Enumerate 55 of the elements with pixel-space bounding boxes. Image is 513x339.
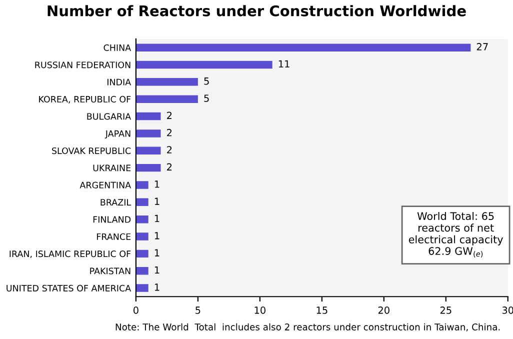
bar — [136, 284, 148, 292]
data-label: 1 — [154, 266, 160, 274]
data-label: 1 — [154, 180, 160, 188]
bar — [136, 215, 148, 224]
y-tick-label: INDIA — [108, 78, 132, 86]
bar — [136, 112, 161, 120]
annotation: World Total: 65 reactors of net electrical capacity 62.9 GW$_{(e)}$ — [408, 212, 503, 258]
y-tick-label: PAKISTAN — [90, 268, 130, 274]
bar — [136, 44, 471, 52]
y-tick-label: ARGENTINA — [80, 182, 132, 188]
y-tick-label: UNITED STATES OF AMERICA — [6, 284, 132, 292]
data-label: 1 — [154, 284, 160, 291]
x-tick-label: 15 — [316, 306, 328, 314]
y-tick-label: IRAN, ISLAMIC REPUBLIC OF — [10, 250, 131, 258]
data-label: 1 — [154, 232, 160, 240]
x-tick-label: 25 — [440, 306, 452, 314]
y-tick-label: JAPAN — [104, 130, 130, 139]
data-label: 1 — [154, 214, 160, 222]
bar — [136, 146, 161, 154]
bar — [136, 95, 198, 103]
y-tick-label: RUSSIAN FEDERATION — [35, 62, 130, 68]
data-label: 1 — [154, 198, 160, 205]
bar — [136, 60, 272, 69]
y-tick-label: UKRAINE — [93, 164, 131, 172]
text: Note: The World Total includes also 2 reactors under construction in Taiwan, China. — [116, 323, 500, 332]
y-tick-label: KOREA, REPUBLIC OF — [39, 96, 131, 104]
y-tick-label: CHINA — [104, 44, 132, 52]
data-label: 5 — [204, 78, 209, 85]
y-tick-label: BULGARIA — [87, 113, 132, 120]
bar — [136, 130, 161, 138]
data-label: 2 — [167, 163, 172, 170]
data-label: 27 — [476, 43, 488, 50]
data-label: 2 — [167, 128, 172, 136]
y-tick-label: FINLAND — [93, 216, 131, 223]
data-label: 11 — [278, 60, 290, 68]
bar — [136, 181, 148, 189]
bar — [136, 266, 148, 275]
y-tick-label: FRANCE — [97, 233, 131, 240]
bar — [136, 232, 148, 240]
bar — [136, 78, 198, 86]
bar — [136, 198, 148, 206]
data-label: 1 — [154, 249, 160, 256]
x-tick-label: 0 — [133, 306, 138, 314]
bar — [136, 164, 161, 172]
bar — [136, 250, 148, 258]
x-tick-label: 20 — [378, 306, 390, 314]
x-tick-label: 5 — [196, 306, 200, 314]
chart-title: Number of Reactors under Construction Worldwide — [48, 5, 466, 16]
data-label: 5 — [204, 94, 209, 102]
data-label: 2 — [167, 112, 172, 119]
data-label: 2 — [167, 146, 172, 154]
x-tick-label: 10 — [254, 306, 266, 314]
y-tick-label: SLOVAK REPUBLIC — [52, 147, 131, 154]
y-tick-label: BRAZIL — [100, 199, 132, 206]
x-tick-label: 30 — [502, 306, 513, 314]
